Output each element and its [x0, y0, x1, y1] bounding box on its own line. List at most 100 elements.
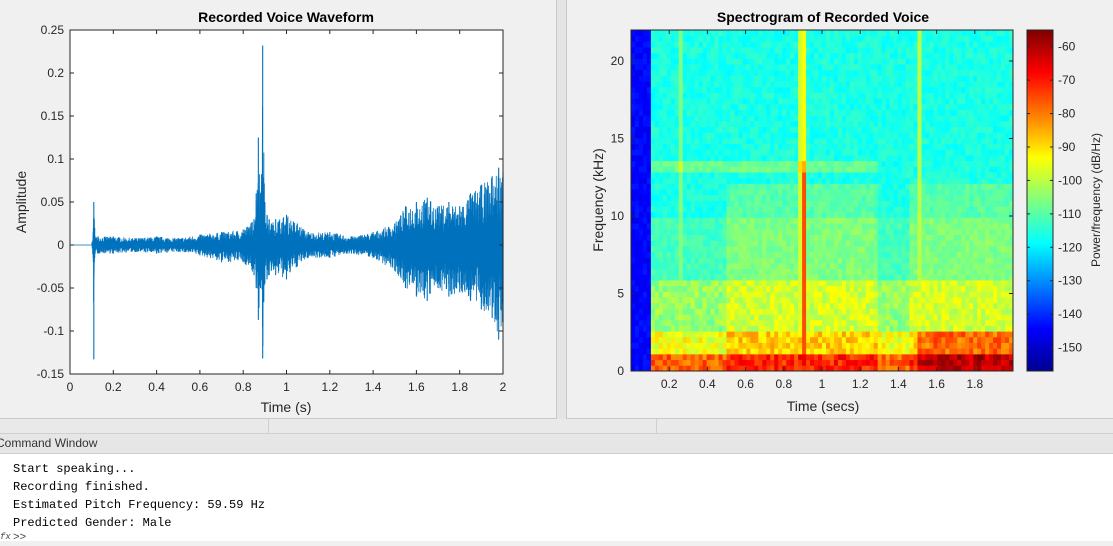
- spectrogram-cell: [894, 326, 898, 332]
- spectrogram-cell: [679, 246, 683, 252]
- spectrogram-cell: [643, 218, 647, 224]
- spectrogram-cell: [846, 178, 850, 184]
- spectrogram-cell: [671, 308, 675, 314]
- spectrogram-cell: [834, 314, 838, 320]
- spectrogram-cell: [918, 53, 922, 59]
- spectrogram-cell: [814, 308, 818, 314]
- spectrogram-cell: [810, 30, 814, 36]
- spectrogram-cell: [742, 81, 746, 87]
- spectrogram-cell: [659, 354, 663, 360]
- spectrogram-cell: [691, 127, 695, 133]
- spectrogram-cell: [699, 195, 703, 201]
- spectrogram-cell: [778, 343, 782, 349]
- spectrogram-cell: [675, 58, 679, 64]
- spectrogram-cell: [910, 70, 914, 76]
- spectrogram-cell: [918, 127, 922, 133]
- spectrogram-cell: [822, 30, 826, 36]
- spectrogram-cell: [925, 47, 929, 53]
- spectrogram-cell: [659, 360, 663, 366]
- spectrogram-cell: [814, 53, 818, 59]
- spectrogram-cell: [858, 132, 862, 138]
- spectrogram-cell: [758, 110, 762, 116]
- spectrogram-cell: [778, 70, 782, 76]
- spectrogram-cell: [663, 121, 667, 127]
- spectrogram-cell: [918, 303, 922, 309]
- spectrogram-cell: [703, 195, 707, 201]
- spectrogram-cell: [842, 343, 846, 349]
- spectrogram-cell: [910, 47, 914, 53]
- spectrogram-cell: [953, 291, 957, 297]
- spectrogram-cell: [834, 286, 838, 292]
- spectrogram-cell: [862, 115, 866, 121]
- spectrogram-cell: [858, 314, 862, 320]
- spectrogram-cell: [719, 212, 723, 218]
- spectrogram-cell: [711, 263, 715, 269]
- spectrogram-cell: [834, 206, 838, 212]
- spectrogram-cell: [691, 286, 695, 292]
- spectrogram-cell: [818, 144, 822, 150]
- spectrogram-cell: [738, 115, 742, 121]
- spectrogram-cell: [910, 348, 914, 354]
- spectrogram-cell: [750, 348, 754, 354]
- spectrogram-cell: [794, 257, 798, 263]
- spectrogram-cell: [882, 308, 886, 314]
- spectrogram-cell: [746, 303, 750, 309]
- spectrogram-cell: [750, 360, 754, 366]
- spectrogram-cell: [862, 201, 866, 207]
- spectrogram-cell: [838, 360, 842, 366]
- spectrogram-cell: [707, 291, 711, 297]
- spectrogram-cell: [874, 223, 878, 229]
- spectrogram-cell: [762, 240, 766, 246]
- spectrogram-cell: [730, 98, 734, 104]
- spectrogram-cell: [945, 183, 949, 189]
- spectrogram-cell: [914, 297, 918, 303]
- spectrogram-cell: [770, 326, 774, 332]
- spectrogram-cell: [679, 354, 683, 360]
- spectrogram-cell: [806, 206, 810, 212]
- spectrogram-cell: [858, 343, 862, 349]
- spectrogram-cell: [746, 212, 750, 218]
- spectrogram-cell: [866, 354, 870, 360]
- spectrogram-cell: [695, 269, 699, 275]
- spectrogram-cell: [918, 343, 922, 349]
- spectrogram-cell: [703, 138, 707, 144]
- spectrogram-cell: [754, 93, 758, 99]
- spectrogram-cell: [738, 166, 742, 172]
- spectrogram-cell: [754, 360, 758, 366]
- spectrogram-cell: [806, 115, 810, 121]
- spectrogram-cell: [854, 257, 858, 263]
- spectrogram-cell: [914, 127, 918, 133]
- spectrogram-cell: [687, 70, 691, 76]
- spectrogram-cell: [723, 223, 727, 229]
- spectrogram-cell: [882, 201, 886, 207]
- spectrogram-cell: [902, 98, 906, 104]
- spectrogram-cell: [631, 326, 635, 332]
- spectrogram-cell: [687, 291, 691, 297]
- spectrogram-cell: [635, 263, 639, 269]
- spectrogram-cell: [631, 303, 635, 309]
- spectrogram-cell: [914, 36, 918, 42]
- spectrogram-cell: [742, 360, 746, 366]
- spectrogram-cell: [810, 303, 814, 309]
- spectrogram-cell: [770, 58, 774, 64]
- spectrogram-cell: [687, 218, 691, 224]
- spectrogram-cell: [691, 189, 695, 195]
- spectrogram-cell: [711, 81, 715, 87]
- spectrogram-cell: [929, 110, 933, 116]
- spectrogram-cell: [914, 93, 918, 99]
- spectrogram-cell: [921, 201, 925, 207]
- spectrogram-cell: [742, 41, 746, 47]
- spectrogram-cell: [655, 166, 659, 172]
- spectrogram-cell: [790, 206, 794, 212]
- spectrogram-cell: [754, 218, 758, 224]
- spectrogram-cell: [707, 201, 711, 207]
- spectrogram-cell: [770, 183, 774, 189]
- spectrogram-cell: [866, 41, 870, 47]
- spectrogram-cell: [647, 291, 651, 297]
- spectrogram-cell: [921, 149, 925, 155]
- spectrogram-cell: [774, 58, 778, 64]
- spectrogram-cell: [818, 206, 822, 212]
- spectrogram-cell: [651, 269, 655, 275]
